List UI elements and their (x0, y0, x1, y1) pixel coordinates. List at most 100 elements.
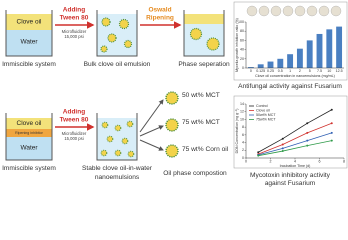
y-tick-label: 8 (242, 125, 244, 129)
y-tick-label: 6 (242, 133, 244, 137)
petri-dish (306, 5, 318, 17)
chart-caption: against Fusarium (265, 180, 316, 187)
caption: Immiscible system (2, 165, 56, 172)
bar (287, 54, 294, 68)
y-tick-label: 4 (242, 141, 244, 145)
point (306, 131, 309, 134)
y-tick-label: 0 (242, 66, 244, 70)
x-tick-label: 2 (270, 159, 272, 163)
step-label: Oswald (148, 7, 171, 14)
separated-beaker (183, 10, 225, 57)
bar (336, 26, 343, 69)
bar (267, 61, 274, 68)
step-label: Tween 80 (60, 117, 89, 124)
y-tick-label: 60 (240, 38, 244, 42)
x-tick-label: 10 (327, 69, 331, 73)
device-label: Microfluidizer (62, 29, 87, 34)
line-series (258, 122, 332, 155)
point (281, 147, 284, 150)
bar (247, 67, 254, 68)
line-series (258, 140, 332, 157)
legend-label: 75wt% MCT (256, 117, 276, 121)
y-tick-label: 2 (242, 148, 244, 152)
legend-label: Control (256, 104, 268, 108)
x-tick-label: 2 (299, 69, 301, 73)
bar (326, 29, 333, 68)
device-label: 15,000 psi (64, 34, 83, 39)
caption: Phase seperation (178, 61, 230, 68)
line-series (258, 132, 332, 156)
y-tick-label: 100 (238, 20, 244, 24)
y-axis-label: Mycelia growth inhibition ratio (%) (235, 18, 239, 72)
chart-caption: Antifungal activity against Fusarium (238, 83, 342, 90)
point (330, 131, 333, 134)
x-tick-label: 0 (250, 69, 252, 73)
caption: Immiscible system (2, 61, 56, 68)
petri-dish (318, 5, 330, 17)
top-beaker: Clove oil Water (5, 10, 53, 57)
oil-option: 75 wt% MCT (182, 119, 220, 126)
chart-frame (233, 95, 348, 169)
x-tick-label: 6 (319, 159, 321, 163)
petri-dish (330, 5, 342, 17)
petri-dish (282, 5, 294, 17)
y-tick-label: 14 (240, 102, 244, 106)
x-tick-label: 4 (294, 159, 296, 163)
step-label: Ripening (146, 15, 174, 22)
x-tick-label: 12.5 (336, 69, 343, 73)
caption: Stable clove oil-in-water (82, 165, 153, 172)
caption: Bulk clove oil emulsion (84, 61, 151, 68)
caption: nanoemulsions (95, 174, 140, 181)
x-tick-label: 0.125 (256, 69, 265, 73)
device-label: Microfluidizer (62, 131, 87, 136)
caption: Oil phase compostion (163, 170, 227, 177)
point (306, 122, 309, 125)
point (281, 137, 284, 140)
step-label: Adding (63, 109, 85, 116)
point (257, 154, 260, 157)
bar (306, 40, 313, 68)
y-tick-label: 20 (240, 57, 244, 61)
branch-arrows (139, 99, 164, 151)
chart-caption: Mycotoxin inhibitory activity (250, 172, 331, 179)
y-tick-label: 10 (240, 117, 244, 121)
layer-label: Clove oil (17, 19, 42, 26)
bar (316, 33, 323, 68)
x-tick-label: 7.5 (317, 69, 322, 73)
bar (296, 48, 303, 68)
x-tick-label: 0.25 (267, 69, 274, 73)
legend-label: Clove oil (256, 108, 270, 112)
bar (277, 58, 284, 68)
x-tick-label: 8 (343, 159, 345, 163)
nanoemulsion-beaker (96, 113, 138, 161)
layer-label: Clove oil (17, 120, 42, 127)
y-tick-label: 0 (242, 156, 244, 160)
y-axis-label: DON Concentration (ng g⁻¹) (235, 109, 239, 154)
bar (257, 64, 264, 68)
x-tick-label: 1 (289, 69, 291, 73)
bottom-beaker: Clove oil Ripening inhibitor Water (5, 113, 53, 161)
device-label: 15,000 psi (64, 136, 83, 141)
petri-dish (258, 5, 270, 17)
y-tick-label: 40 (240, 48, 244, 52)
layer-label: Water (20, 145, 38, 152)
x-tick-label: 5 (309, 69, 311, 73)
point (281, 150, 284, 153)
layer-label: Water (20, 39, 38, 46)
line-series (258, 109, 332, 153)
point (281, 143, 284, 146)
y-tick-label: 80 (240, 29, 244, 33)
petri-dish (294, 5, 306, 17)
y-tick-label: 12 (240, 110, 244, 114)
oil-option: 50 wt% MCT (182, 92, 220, 99)
point (257, 151, 260, 154)
x-axis-label: Clove oil concentration in nanoemulsions… (255, 74, 335, 78)
oil-option: 75 wt% Corn oil (182, 146, 229, 153)
petri-dish (246, 5, 258, 17)
point (306, 139, 309, 142)
point (330, 122, 333, 125)
step-label: Adding (63, 7, 85, 14)
point (330, 108, 333, 111)
point (306, 144, 309, 147)
